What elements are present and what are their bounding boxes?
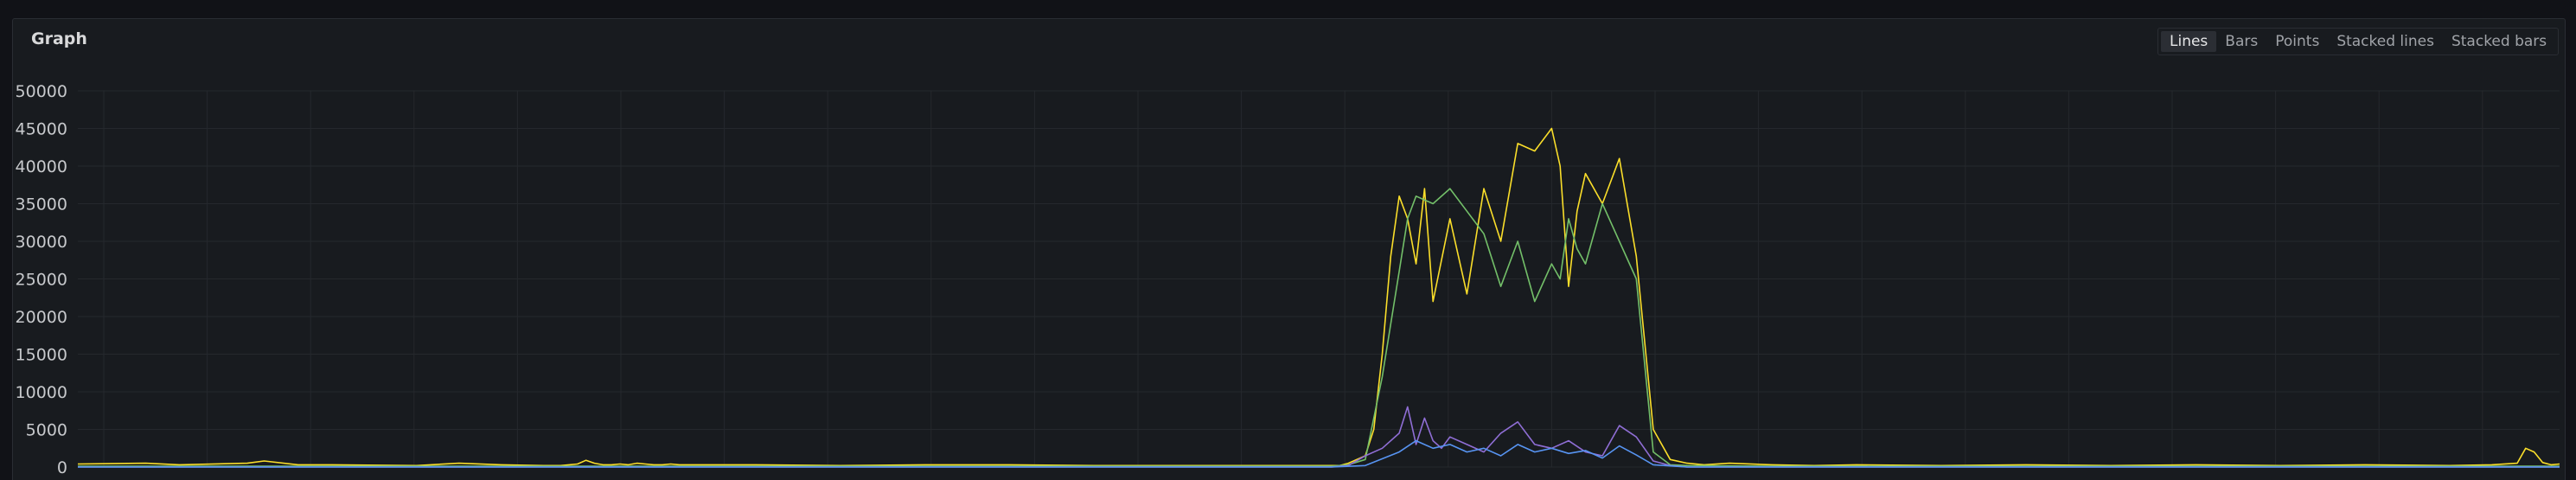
y-tick: 30000 — [16, 233, 67, 252]
y-tick: 0 — [57, 458, 67, 477]
series-line-0 — [77, 127, 2560, 467]
y-tick: 20000 — [16, 308, 67, 327]
y-tick-label: 30000 — [16, 233, 67, 252]
panel-title: Graph — [31, 29, 87, 48]
mode-bars-button[interactable]: Bars — [2225, 33, 2259, 50]
y-tick-label: 40000 — [16, 157, 67, 176]
y-tick: 5000 — [26, 421, 67, 440]
mode-stacked-lines-button[interactable]: Stacked lines — [2336, 33, 2434, 50]
y-tick: 35000 — [16, 195, 67, 214]
mode-points-button[interactable]: Points — [2275, 33, 2320, 50]
y-tick: 15000 — [16, 346, 67, 365]
y-tick-label: 35000 — [16, 195, 67, 214]
y-tick-label: 25000 — [16, 271, 67, 290]
y-tick-label: 15000 — [16, 346, 67, 365]
mode-stacked-bars-button[interactable]: Stacked bars — [2451, 33, 2547, 50]
y-tick-label: 0 — [57, 458, 67, 477]
y-tick: 10000 — [16, 383, 67, 402]
y-tick-label: 10000 — [16, 383, 67, 402]
y-tick-label: 5000 — [26, 421, 67, 440]
y-tick-label: 20000 — [16, 308, 67, 327]
y-tick: 25000 — [16, 271, 67, 290]
y-tick-label: 45000 — [16, 120, 67, 139]
graph-panel — [12, 18, 2566, 480]
y-tick: 50000 — [16, 82, 67, 101]
display-mode-switch: Lines Bars Points Stacked lines Stacked … — [2157, 28, 2560, 55]
y-tick: 45000 — [16, 120, 67, 139]
mode-lines-button[interactable]: Lines — [2161, 31, 2217, 52]
series-line-3 — [78, 439, 2560, 468]
series-line-1 — [78, 188, 2560, 467]
y-tick: 40000 — [16, 157, 67, 176]
series-line-2 — [78, 406, 2560, 468]
y-tick-label: 50000 — [16, 82, 67, 101]
